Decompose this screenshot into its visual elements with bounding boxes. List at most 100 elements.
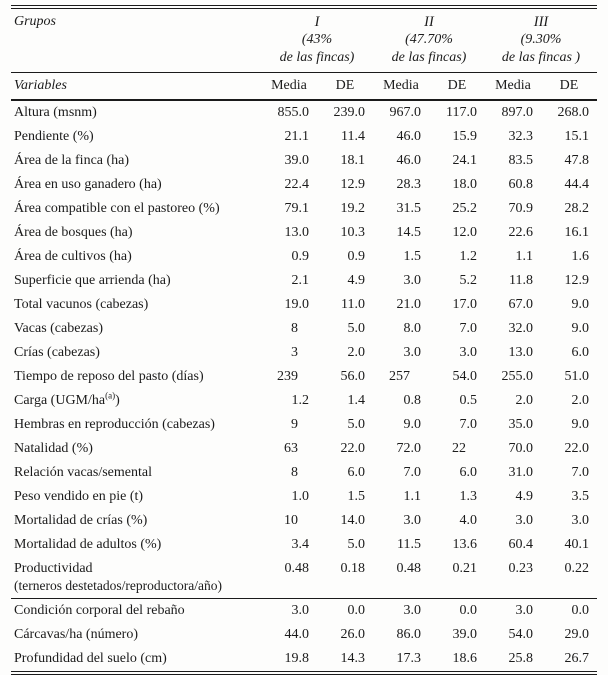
cell-value: 11.8 (509, 273, 533, 288)
cell-value: 0.22 (564, 561, 590, 576)
cell-value: 22.0 (564, 441, 590, 456)
variable-label: Tiempo de reposo del pasto (días) (11, 365, 261, 389)
cell-value: 3.0 (403, 273, 422, 288)
variable-label: Crías (cabezas) (11, 341, 261, 365)
cell-value: 12.9 (564, 273, 590, 288)
table-body: Altura (msnm) 855.0 239.0 967.0 117.0 897.0 26… (11, 100, 597, 673)
cell-value: 1.3 (459, 489, 478, 504)
cell-value: 63 (284, 441, 298, 456)
cell-value: 39.0 (452, 627, 478, 642)
variable-label: Área compatible con el pastoreo (%) (11, 197, 261, 221)
stat-header-media-3: Media (485, 72, 541, 101)
variables-label: Variables (11, 72, 261, 101)
variable-label: Vacas (cabezas) (11, 317, 261, 341)
cell-value: 13.0 (508, 345, 534, 360)
table-row: Área de bosques (ha) 13.0 10.3 14.5 12.0 22.6… (11, 221, 597, 245)
variable-label-text: Altura (msnm) (14, 105, 97, 120)
group-header-row: Grupos I (43% de las fincas) II (47.70% … (11, 7, 597, 73)
cell-value: 897.0 (501, 105, 534, 120)
table-row: Mortalidad de adultos (%) 3.4 5.0 11.5 13.6 6… (11, 533, 597, 557)
group-header-1: I (43% de las fincas) (261, 7, 373, 73)
cell-value: 3 (291, 345, 298, 360)
cell-value: 9.0 (571, 417, 590, 432)
table-row: Total vacunos (cabezas) 19.0 11.0 21.0 17.0 6… (11, 293, 597, 317)
variable-label-text: Condición corporal del rebaño (14, 603, 185, 618)
cell-value: 21.0 (396, 297, 422, 312)
variable-label-text: Área de cultivos (ha) (14, 249, 132, 264)
cell-value: 2.0 (515, 393, 534, 408)
cell-value: 22 (452, 441, 466, 456)
cell-value: 14.0 (340, 513, 366, 528)
cell-value: 1.5 (347, 489, 366, 504)
cell-value: 8 (291, 465, 298, 480)
variable-label: Altura (msnm) (11, 100, 261, 125)
variable-label-text: Mortalidad de adultos (%) (14, 537, 162, 552)
cell-value: 0.0 (541, 598, 597, 623)
cell-value: 51.0 (564, 369, 590, 384)
cell-value: 70.0 (508, 441, 534, 456)
cell-value: 1.2 (459, 249, 478, 264)
cell-value: 239 (277, 369, 298, 384)
cell-value: 11.4 (341, 129, 365, 144)
cell-value: 239.0 (333, 105, 366, 120)
cell-value: 1.1 (403, 489, 422, 504)
cell-value: 67.0 (508, 297, 534, 312)
table-row: Mortalidad de crías (%) 10 14.0 3.0 4.0 3.0 3.… (11, 509, 597, 533)
cell-value: 70.9 (508, 201, 534, 216)
cell-value: 268.0 (557, 105, 590, 120)
cell-value: 11.0 (341, 297, 365, 312)
variable-label-text: Cárcavas/ha (número) (14, 627, 138, 642)
table-row: Área de cultivos (ha) 0.9 0.9 1.5 1.2 1.1 1.6 (11, 245, 597, 269)
cell-value: 3.0 (459, 345, 478, 360)
stats-table: Grupos I (43% de las fincas) II (47.70% … (11, 5, 597, 675)
table-row: Superficie que arrienda (ha) 2.1 4.9 3.0 5.2… (11, 269, 597, 293)
cell-value: 44.0 (284, 627, 310, 642)
cell-value: 3.5 (571, 489, 590, 504)
cell-value: 19.8 (284, 651, 310, 666)
variable-label: Pendiente (%) (11, 125, 261, 149)
stat-header-de-2: DE (429, 72, 485, 101)
cell-value: 1.0 (291, 489, 310, 504)
variable-label-text: Vacas (cabezas) (14, 321, 103, 336)
variable-label: Área de bosques (ha) (11, 221, 261, 245)
cell-value: 14.5 (396, 225, 422, 240)
variable-label-text: Mortalidad de crías (%) (14, 513, 148, 528)
cell-value: 32.3 (508, 129, 534, 144)
footnote-marker: (a) (105, 390, 116, 401)
cell-value: 8 (291, 321, 298, 336)
cell-value: 35.0 (508, 417, 534, 432)
cell-value: 12.0 (452, 225, 478, 240)
cell-value: 13.0 (284, 225, 310, 240)
cell-value: 2.1 (291, 273, 310, 288)
cell-value: 7.0 (459, 417, 478, 432)
cell-value: 0.23 (508, 561, 534, 576)
table-row: Cárcavas/ha (número) 44.0 26.0 86.0 39.0 54.0… (11, 623, 597, 647)
variable-label: Peso vendido en pie (t) (11, 485, 261, 509)
group-3-percent: (9.30% (520, 32, 562, 47)
cell-value: 7.0 (571, 465, 590, 480)
table-row: Área de la finca (ha) 39.0 18.1 46.0 24.1 83.… (11, 149, 597, 173)
variable-label: Mortalidad de crías (%) (11, 509, 261, 533)
cell-value: 46.0 (396, 129, 422, 144)
group-header-2: II (47.70% de las fincas) (373, 7, 485, 73)
cell-value: 32.0 (508, 321, 534, 336)
cell-value: 44.4 (564, 177, 590, 192)
cell-value: 0.21 (452, 561, 478, 576)
cell-value: 255.0 (501, 369, 534, 384)
cell-value: 46.0 (396, 153, 422, 168)
cell-value: 26.7 (564, 651, 590, 666)
cell-value: 40.1 (564, 537, 590, 552)
cell-value: 24.1 (452, 153, 478, 168)
cell-value: 25.2 (452, 201, 478, 216)
variable-label: Total vacunos (cabezas) (11, 293, 261, 317)
cell-value: 0.0 (317, 598, 373, 623)
table-row: Área en uso ganadero (ha) 22.4 12.9 28.3 18.… (11, 173, 597, 197)
group-2-percent: (47.70% (405, 32, 453, 47)
variable-label: Hembras en reproducción (cabezas) (11, 413, 261, 437)
group-1-percent: (43% (301, 32, 333, 47)
groups-corner-label: Grupos (11, 7, 261, 73)
cell-value: 54.0 (452, 369, 478, 384)
variable-label-line2: (terneros destetados/reproductora/año) (14, 578, 223, 593)
cell-value: 12.9 (340, 177, 366, 192)
variable-label: Condición corporal del rebaño (11, 598, 261, 623)
